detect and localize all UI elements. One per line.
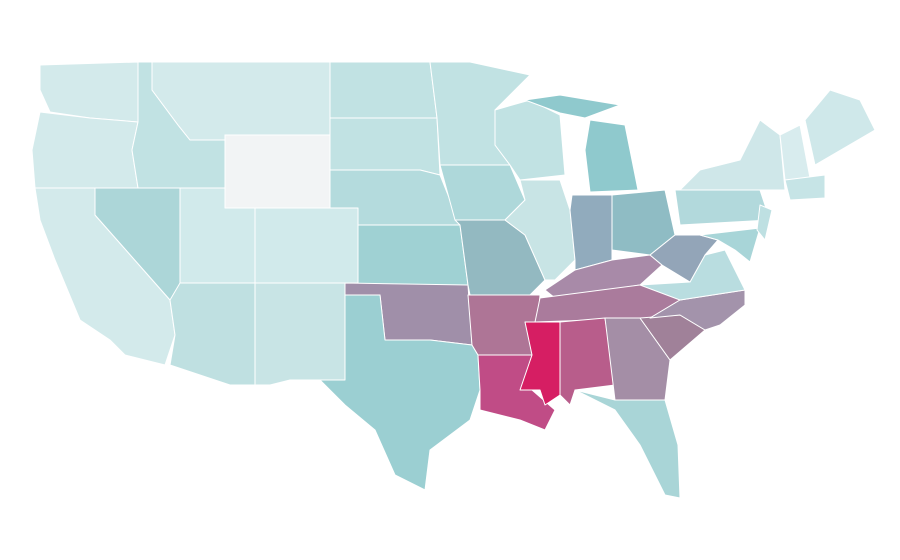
region — [329, 61, 438, 119]
region — [439, 164, 526, 221]
region — [699, 227, 761, 263]
region — [254, 207, 359, 284]
region — [289, 294, 481, 491]
region — [804, 89, 876, 166]
region — [524, 94, 621, 119]
region — [169, 282, 256, 386]
region — [357, 224, 469, 286]
region — [574, 389, 681, 499]
region — [674, 189, 771, 226]
region — [39, 61, 139, 123]
region — [779, 124, 811, 181]
region — [584, 119, 639, 193]
region — [504, 179, 576, 281]
region — [679, 119, 786, 191]
region — [329, 117, 441, 176]
region — [649, 234, 719, 283]
region — [224, 134, 331, 209]
region — [569, 194, 613, 271]
region — [604, 317, 671, 401]
region — [784, 174, 826, 201]
region — [756, 204, 773, 241]
region — [31, 111, 139, 189]
region — [254, 282, 346, 386]
